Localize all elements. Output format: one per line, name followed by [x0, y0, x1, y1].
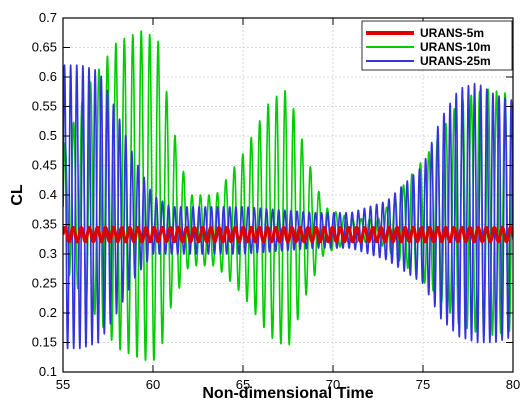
- y-tick-label-1: 0.15: [32, 335, 57, 350]
- y-tick-label-8: 0.5: [39, 128, 57, 143]
- x-tick-label-0: 55: [56, 377, 70, 392]
- x-tick-label-4: 75: [416, 377, 430, 392]
- y-axis-title: CL: [9, 184, 26, 206]
- y-tick-label-4: 0.3: [39, 246, 57, 261]
- x-tick-label-1: 60: [146, 377, 160, 392]
- tick-labels: 55 60 65 70 75 80 0.1 0.15 0.2 0.25 0.3 0.35 0.4 0.45…: [32, 10, 520, 392]
- x-tick-label-5: 80: [506, 377, 520, 392]
- series-line-2: [63, 64, 513, 350]
- y-tick-label-11: 0.65: [32, 40, 57, 55]
- series-line-0: [63, 225, 513, 244]
- x-axis-title: Non-dimensional Time: [202, 385, 373, 402]
- y-tick-label-12: 0.7: [39, 10, 57, 25]
- ticks: [62, 17, 514, 373]
- x-tick-label-2: 65: [236, 377, 250, 392]
- x-tick-label-3: 70: [326, 377, 340, 392]
- y-tick-label-7: 0.45: [32, 158, 57, 173]
- y-tick-label-5: 0.35: [32, 217, 57, 232]
- y-tick-label-10: 0.6: [39, 69, 57, 84]
- series-layer: [63, 30, 513, 361]
- y-tick-label-2: 0.2: [39, 305, 57, 320]
- legend-label-0: URANS-5m: [420, 26, 484, 40]
- y-tick-label-9: 0.55: [32, 99, 57, 114]
- y-tick-label-3: 0.25: [32, 276, 57, 291]
- y-tick-label-0: 0.1: [39, 364, 57, 379]
- legend-label-1: URANS-10m: [420, 40, 491, 54]
- legend: URANS-5m URANS-10m URANS-25m: [361, 20, 513, 71]
- y-tick-label-6: 0.4: [39, 187, 57, 202]
- legend-label-2: URANS-25m: [420, 54, 491, 68]
